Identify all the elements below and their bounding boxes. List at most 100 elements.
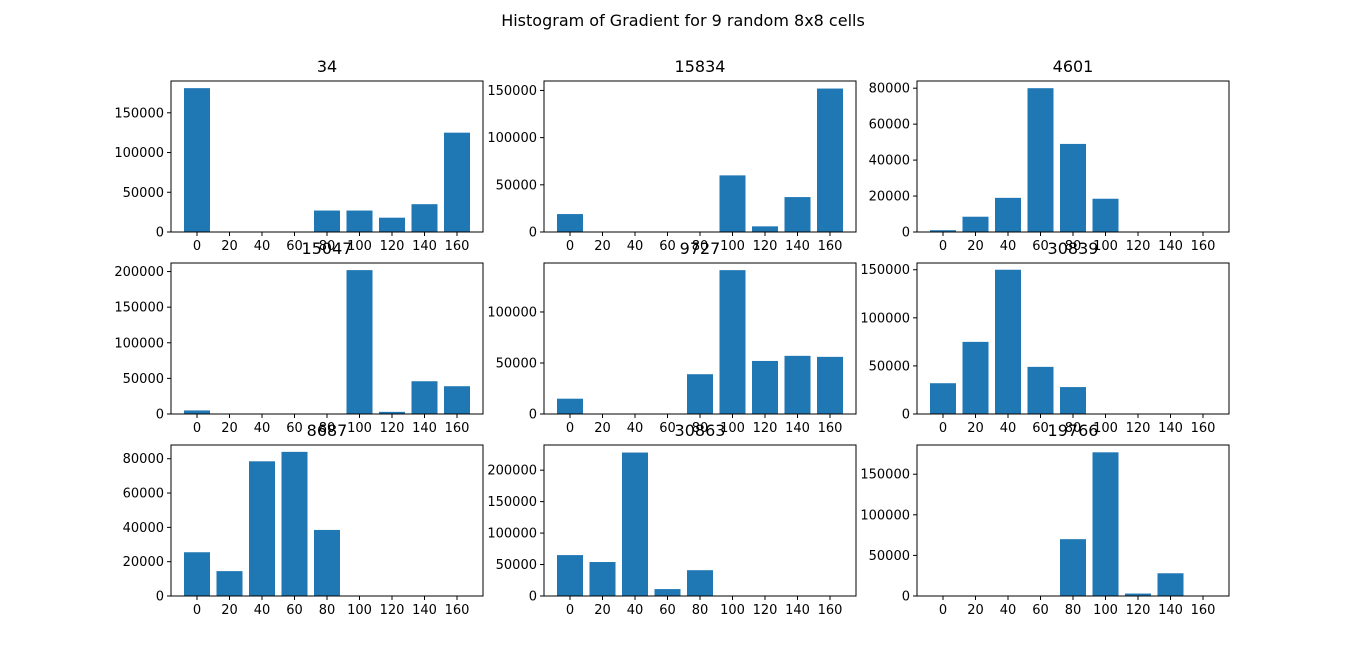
- x-tick-label-140: 140: [412, 421, 437, 436]
- x-tick-label-40: 40: [1000, 603, 1017, 618]
- x-tick-label-100: 100: [720, 603, 745, 618]
- x-tick-label-20: 20: [221, 239, 238, 254]
- bar-60: [1027, 88, 1054, 232]
- bar-20: [962, 216, 989, 232]
- x-tick-label-120: 120: [380, 421, 405, 436]
- x-tick-label-160: 160: [818, 421, 843, 436]
- bar-120: [752, 360, 778, 414]
- x-tick-label-160: 160: [818, 239, 843, 254]
- bar-100: [719, 270, 746, 414]
- y-tick-label-40000: 40000: [123, 521, 164, 536]
- y-tick-label-0: 0: [529, 590, 537, 605]
- bar-160: [817, 356, 843, 414]
- subplot-title: 34: [317, 57, 337, 76]
- subplot-3: 0 20 40 60 80 100 120 140 160 0 20000 40000 60000 800…: [869, 57, 1230, 254]
- bar-80: [1060, 143, 1086, 232]
- x-tick-label-140: 140: [412, 239, 437, 254]
- x-tick-label-60: 60: [659, 421, 676, 436]
- bar-0: [557, 214, 583, 232]
- axes-frame: [543, 80, 857, 233]
- y-tick-label-100000: 100000: [860, 311, 910, 326]
- x-tick-label-120: 120: [1126, 421, 1151, 436]
- bar-0: [930, 230, 956, 232]
- y-tick-label-0: 0: [902, 226, 910, 241]
- y-tick-label-100000: 100000: [487, 527, 537, 542]
- x-tick-label-60: 60: [286, 603, 303, 618]
- y-tick-label-0: 0: [529, 408, 537, 423]
- y-tick-label-100000: 100000: [487, 131, 537, 146]
- subplot-title: 30863: [675, 421, 726, 440]
- x-tick-label-40: 40: [254, 239, 271, 254]
- x-tick-label-20: 20: [221, 421, 238, 436]
- bar-100: [719, 175, 746, 233]
- x-tick-label-60: 60: [1032, 239, 1049, 254]
- y-tick-label-50000: 50000: [123, 186, 164, 201]
- y-tick-label-200000: 200000: [487, 464, 537, 479]
- x-tick-label-0: 0: [566, 421, 574, 436]
- subplot-title: 4601: [1053, 57, 1094, 76]
- y-tick-label-80000: 80000: [123, 452, 164, 467]
- y-tick-label-20000: 20000: [123, 555, 164, 570]
- x-tick-label-100: 100: [347, 421, 372, 436]
- y-tick-label-100000: 100000: [114, 146, 164, 161]
- bar-120: [752, 226, 778, 232]
- x-tick-label-80: 80: [692, 603, 709, 618]
- x-tick-label-80: 80: [319, 239, 336, 254]
- bar-80: [314, 210, 340, 232]
- y-tick-label-100000: 100000: [860, 508, 910, 523]
- x-tick-label-80: 80: [319, 421, 336, 436]
- x-tick-label-60: 60: [286, 239, 303, 254]
- subplot-2: 0 20 40 60 80 100 120 140 160 0 50000 100000 150000 1…: [487, 57, 857, 254]
- bar-80: [1060, 539, 1086, 596]
- x-tick-label-80: 80: [1065, 239, 1082, 254]
- bar-40: [622, 452, 648, 596]
- bar-140: [411, 204, 438, 232]
- subplot-4: 0 20 40 60 80 100 120 140 160 0 50000 100000 150000 2…: [114, 239, 484, 436]
- x-tick-label-60: 60: [659, 603, 676, 618]
- bar-20: [216, 571, 243, 596]
- x-tick-label-140: 140: [785, 603, 810, 618]
- bar-80: [687, 374, 713, 414]
- bar-120: [379, 411, 405, 414]
- y-tick-label-50000: 50000: [496, 178, 537, 193]
- x-tick-label-60: 60: [286, 421, 303, 436]
- y-tick-label-150000: 150000: [487, 495, 537, 510]
- x-tick-label-160: 160: [1191, 239, 1216, 254]
- x-tick-label-60: 60: [1032, 421, 1049, 436]
- x-tick-label-40: 40: [254, 603, 271, 618]
- y-tick-label-0: 0: [902, 590, 910, 605]
- axes-frame: [916, 80, 1230, 233]
- x-tick-label-140: 140: [785, 421, 810, 436]
- bar-160: [817, 88, 843, 232]
- bar-40: [995, 269, 1021, 414]
- x-tick-label-100: 100: [1093, 603, 1118, 618]
- bar-120: [379, 217, 405, 232]
- subplot-grid: 0 20 40 60 80 100 120 140 1600500001000001500003…: [114, 57, 1230, 618]
- subplot-title: 9727: [680, 239, 721, 258]
- y-tick-label-150000: 150000: [860, 468, 910, 483]
- subplot-8: 0 20 40 60 80 100 120 140 160 0 50000 100000 150000 2…: [487, 421, 857, 618]
- x-tick-label-120: 120: [380, 239, 405, 254]
- x-tick-label-20: 20: [594, 239, 611, 254]
- bar-20: [589, 562, 616, 596]
- axes-frame: [170, 262, 484, 415]
- bar-40: [249, 461, 275, 596]
- x-tick-label-140: 140: [1158, 603, 1183, 618]
- x-tick-label-120: 120: [1126, 603, 1151, 618]
- x-tick-label-160: 160: [445, 239, 470, 254]
- axes-frame: [916, 444, 1230, 597]
- bar-60: [1027, 366, 1054, 414]
- axes-frame: [170, 80, 484, 233]
- subplot-5: 0 20 40 60 80 100 120 140 160 0 50000 100000 9727: [487, 239, 857, 436]
- bar-140: [411, 381, 438, 414]
- x-tick-label-0: 0: [566, 239, 574, 254]
- x-tick-label-80: 80: [1065, 603, 1082, 618]
- y-tick-label-150000: 150000: [860, 263, 910, 278]
- x-tick-label-120: 120: [753, 603, 778, 618]
- x-tick-label-120: 120: [1126, 239, 1151, 254]
- y-tick-label-150000: 150000: [487, 84, 537, 99]
- bar-0: [930, 383, 956, 414]
- bar-100: [1092, 452, 1119, 596]
- x-tick-label-80: 80: [692, 421, 709, 436]
- bar-80: [1060, 387, 1086, 414]
